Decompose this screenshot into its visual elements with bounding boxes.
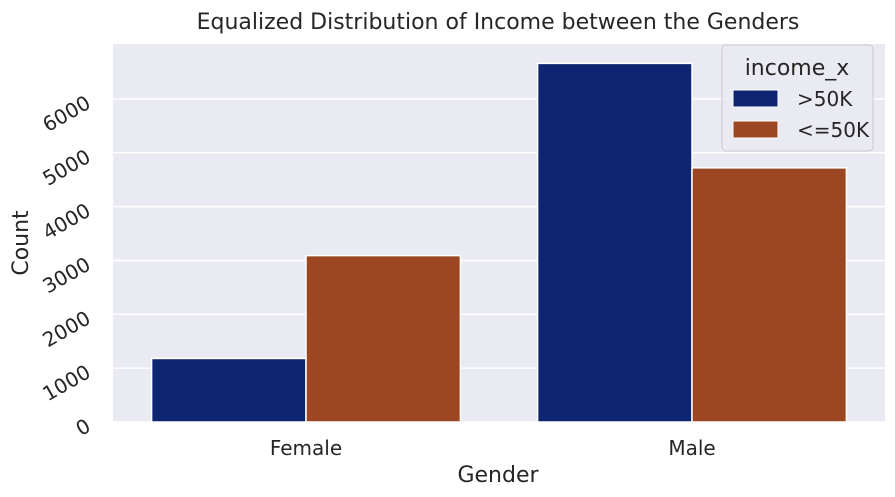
bar-female-over-50k — [150, 357, 307, 423]
y-tick-label: 6000 — [38, 90, 94, 136]
y-tick-labels: 0 1000 2000 3000 4000 5000 6000 — [38, 90, 94, 440]
y-tick-label: 5000 — [38, 144, 94, 190]
bar-female-under-50k — [305, 254, 462, 423]
legend-label: >50K — [797, 87, 853, 111]
x-tick-label: Female — [270, 436, 342, 460]
legend-swatch — [732, 120, 779, 139]
bar-male-over-50k — [536, 62, 693, 423]
bar-male-under-50k — [691, 167, 848, 423]
legend-swatch — [732, 89, 779, 108]
y-tick-label: 4000 — [38, 198, 94, 244]
x-tick-label: Male — [668, 436, 715, 460]
y-tick-label: 0 — [71, 414, 94, 441]
y-tick-label: 3000 — [38, 252, 94, 298]
legend-title: income_x — [745, 56, 850, 81]
y-tick-label: 1000 — [38, 360, 94, 406]
y-tick-label: 2000 — [38, 306, 94, 352]
x-axis-label: Gender — [457, 463, 539, 488]
bars — [150, 62, 848, 423]
legend-label: <=50K — [797, 118, 870, 142]
x-tick-labels: Female Male — [270, 436, 716, 460]
chart-title: Equalized Distribution of Income between… — [197, 10, 800, 35]
y-axis-label: Count — [9, 210, 34, 276]
legend: income_x >50K <=50K — [721, 44, 874, 152]
